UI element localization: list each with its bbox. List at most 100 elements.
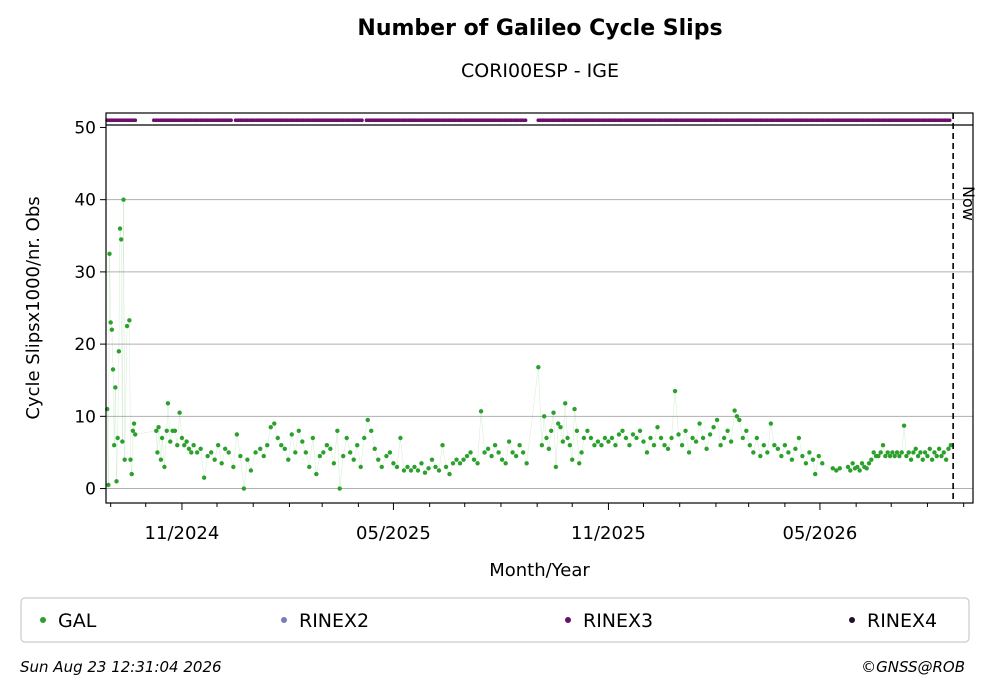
gal-point bbox=[372, 446, 377, 452]
gal-point bbox=[765, 450, 770, 455]
gal-point bbox=[751, 450, 756, 455]
legend-marker bbox=[40, 617, 46, 623]
gal-point bbox=[572, 406, 577, 412]
gal-point bbox=[348, 450, 353, 455]
gal-point bbox=[885, 450, 890, 455]
gal-point bbox=[130, 428, 136, 433]
gal-point bbox=[461, 457, 466, 462]
gal-point bbox=[172, 428, 178, 433]
gal-point bbox=[899, 450, 904, 455]
gal-point bbox=[941, 450, 946, 455]
y-tick-label: 50 bbox=[74, 118, 96, 138]
gal-point bbox=[837, 466, 842, 471]
gal-point bbox=[238, 453, 243, 459]
gal-point bbox=[718, 443, 723, 448]
gal-point bbox=[546, 446, 552, 452]
gal-point bbox=[574, 428, 580, 433]
gal-point bbox=[845, 464, 851, 470]
gal-point bbox=[779, 453, 784, 459]
gal-point bbox=[918, 450, 923, 455]
gal-point bbox=[275, 435, 280, 441]
gal-point bbox=[768, 421, 774, 426]
gal-point bbox=[168, 439, 173, 444]
gal-point bbox=[883, 453, 888, 459]
gal-point bbox=[384, 453, 389, 459]
y-tick-label: 10 bbox=[74, 407, 96, 427]
gal-point bbox=[155, 450, 160, 455]
gal-point bbox=[245, 457, 250, 462]
gal-point bbox=[553, 464, 559, 470]
gal-point bbox=[894, 450, 900, 455]
gal-point bbox=[796, 435, 802, 441]
gal-point bbox=[186, 446, 192, 452]
gal-point bbox=[335, 428, 340, 433]
rinex3-point bbox=[359, 118, 364, 123]
gal-point bbox=[665, 446, 671, 452]
gal-point bbox=[457, 461, 463, 466]
gal-point bbox=[925, 453, 930, 459]
gal-point bbox=[857, 468, 862, 473]
gal-point bbox=[686, 450, 692, 455]
gal-point bbox=[662, 443, 667, 448]
gal-point bbox=[810, 457, 816, 462]
gal-point bbox=[800, 453, 805, 459]
gal-point bbox=[212, 457, 217, 462]
footer-copyright: ©GNSS@ROB bbox=[861, 658, 965, 676]
chart-title: Number of Galileo Cycle Slips bbox=[357, 16, 723, 41]
gal-point bbox=[110, 367, 116, 372]
legend-marker bbox=[849, 617, 855, 623]
gal-point bbox=[321, 450, 326, 455]
gal-point bbox=[121, 197, 126, 202]
legend-label: GAL bbox=[58, 610, 97, 632]
rinex3-point bbox=[229, 118, 233, 123]
gal-point bbox=[351, 457, 356, 462]
gal-point bbox=[415, 468, 421, 473]
gal-point bbox=[555, 421, 561, 426]
gal-point bbox=[355, 443, 360, 448]
legend-label: RINEX4 bbox=[867, 610, 937, 632]
gal-point bbox=[234, 432, 240, 437]
gal-point bbox=[948, 443, 953, 448]
gal-point bbox=[807, 450, 812, 455]
gal-point bbox=[194, 450, 200, 455]
gal-point bbox=[443, 464, 449, 470]
gal-point bbox=[337, 486, 342, 491]
gal-point bbox=[648, 435, 653, 441]
gal-point bbox=[876, 453, 881, 459]
gal-point bbox=[379, 464, 384, 470]
gal-point bbox=[436, 468, 442, 473]
gal-point bbox=[289, 432, 294, 437]
gal-point bbox=[111, 443, 117, 448]
gal-point bbox=[943, 457, 949, 462]
gal-point bbox=[429, 457, 435, 462]
gal-point bbox=[711, 424, 716, 430]
gal-point bbox=[331, 461, 337, 466]
gal-point bbox=[939, 453, 944, 459]
gal-point bbox=[440, 443, 445, 448]
gal-point bbox=[503, 461, 508, 466]
gal-point bbox=[816, 453, 821, 459]
gal-point bbox=[362, 435, 367, 441]
gal-point bbox=[158, 457, 164, 462]
gal-point bbox=[758, 453, 763, 459]
gal-point bbox=[450, 461, 456, 466]
now-label: Now bbox=[959, 186, 978, 221]
gal-point bbox=[850, 461, 855, 466]
gal-point bbox=[205, 453, 210, 459]
gal-point bbox=[602, 435, 608, 441]
gal-point bbox=[890, 450, 895, 455]
gal-point bbox=[848, 468, 853, 473]
gal-point bbox=[124, 323, 130, 329]
gal-point bbox=[241, 486, 247, 491]
gal-point bbox=[265, 443, 270, 448]
gal-point bbox=[328, 446, 333, 452]
gal-point bbox=[253, 450, 258, 455]
gal-point bbox=[272, 421, 277, 426]
gal-point bbox=[376, 457, 381, 462]
gal-point bbox=[551, 410, 556, 415]
gal-point bbox=[725, 428, 730, 433]
gal-point bbox=[300, 439, 305, 444]
gal-point bbox=[855, 464, 860, 470]
gal-point bbox=[184, 439, 189, 444]
gal-point bbox=[740, 435, 746, 441]
